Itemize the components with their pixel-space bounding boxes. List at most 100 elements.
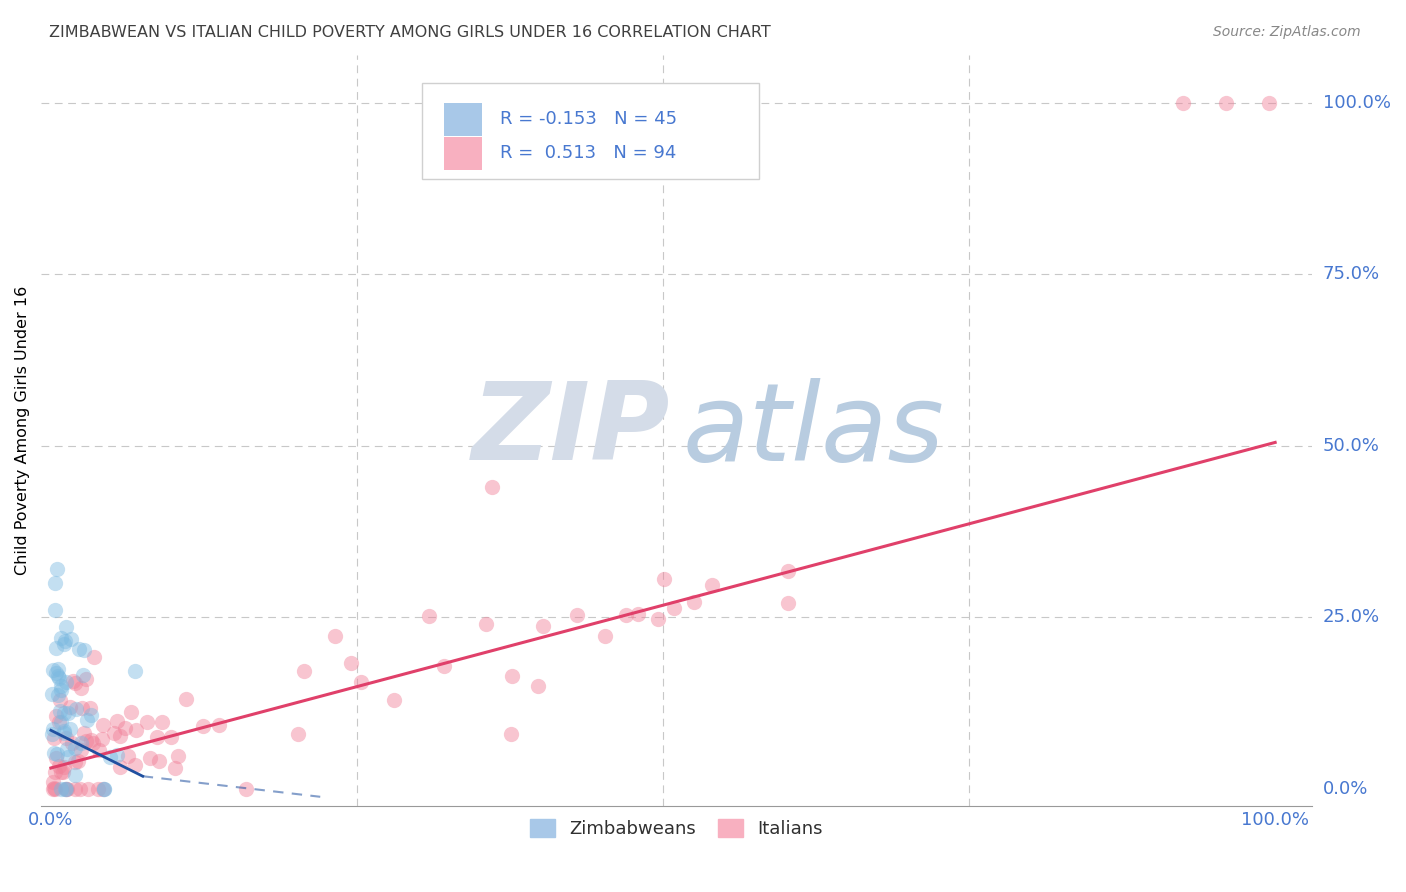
Point [59, 722, 82, 736]
Point [778, 596, 800, 610]
Point [626, 607, 648, 622]
Point [70, 681, 93, 695]
Text: atlas: atlas [683, 378, 945, 483]
Point [91, 717, 114, 731]
Point [167, 749, 190, 764]
Point [53, 706, 76, 720]
Point [174, 692, 197, 706]
Point [45, 751, 67, 765]
Legend: Zimbabweans, Italians: Zimbabweans, Italians [523, 813, 831, 846]
Point [65, 676, 87, 690]
Point [79, 700, 101, 714]
Point [49, 679, 72, 693]
Point [105, 748, 128, 763]
Point [83, 650, 105, 665]
Point [501, 668, 523, 682]
Point [49, 693, 72, 707]
Point [56, 781, 79, 796]
Point [124, 757, 146, 772]
Text: ZIP: ZIP [472, 377, 671, 483]
Point [41, 687, 63, 701]
Point [93, 781, 115, 796]
Point [46, 669, 69, 683]
Point [340, 656, 363, 670]
Point [593, 629, 616, 643]
Point [53, 760, 76, 774]
Text: 0.0%: 0.0% [1323, 780, 1368, 797]
Point [481, 480, 503, 494]
Point [58, 706, 80, 721]
Point [150, 714, 173, 729]
Point [48, 661, 70, 675]
Point [53, 633, 76, 648]
Point [48, 714, 70, 729]
Point [65, 768, 87, 782]
Point [49, 704, 72, 718]
Text: 100.0%: 100.0% [1323, 95, 1391, 112]
Point [136, 714, 159, 729]
Point [79, 732, 101, 747]
Point [76, 781, 98, 796]
Point [65, 781, 87, 796]
Point [82, 735, 104, 749]
Point [139, 750, 162, 764]
Point [124, 664, 146, 678]
Point [647, 612, 669, 626]
Point [41, 727, 63, 741]
Point [235, 781, 257, 796]
Point [45, 641, 67, 656]
Point [682, 595, 704, 609]
Point [48, 759, 70, 773]
Point [700, 578, 723, 592]
Point [49, 683, 72, 698]
Point [55, 731, 77, 746]
Point [418, 609, 440, 624]
Point [63, 741, 86, 756]
Point [93, 781, 115, 796]
Point [72, 667, 94, 681]
Point [80, 708, 103, 723]
FancyBboxPatch shape [444, 136, 482, 169]
Point [53, 781, 76, 796]
Point [51, 764, 73, 779]
Point [98, 749, 121, 764]
Point [41, 722, 63, 736]
Point [73, 643, 96, 657]
Point [42, 731, 65, 746]
Point [48, 671, 70, 685]
Point [86, 781, 108, 796]
Point [63, 755, 86, 769]
Point [41, 663, 63, 677]
Point [1173, 96, 1195, 111]
Point [382, 693, 405, 707]
Point [56, 750, 79, 764]
Point [42, 774, 65, 789]
Text: R =  0.513   N = 94: R = 0.513 N = 94 [501, 145, 676, 162]
Text: ZIMBABWEAN VS ITALIAN CHILD POVERTY AMONG GIRLS UNDER 16 CORRELATION CHART: ZIMBABWEAN VS ITALIAN CHILD POVERTY AMON… [49, 25, 770, 40]
Point [287, 727, 309, 741]
Point [46, 562, 69, 576]
FancyBboxPatch shape [444, 103, 482, 136]
Point [652, 572, 675, 586]
Point [108, 729, 131, 743]
Point [75, 672, 97, 686]
Point [160, 731, 183, 745]
Point [51, 714, 73, 729]
Point [72, 701, 94, 715]
Point [44, 576, 66, 591]
Point [60, 736, 83, 750]
Text: 25.0%: 25.0% [1323, 608, 1381, 626]
Point [292, 665, 315, 679]
Point [87, 742, 110, 756]
Text: Source: ZipAtlas.com: Source: ZipAtlas.com [1213, 25, 1361, 39]
Point [323, 629, 346, 643]
Point [91, 781, 114, 796]
Text: 50.0%: 50.0% [1323, 437, 1379, 455]
Point [44, 764, 66, 779]
Point [49, 631, 72, 645]
Point [44, 603, 66, 617]
Point [55, 620, 77, 634]
Point [67, 641, 90, 656]
Point [42, 780, 65, 795]
Point [501, 727, 523, 741]
